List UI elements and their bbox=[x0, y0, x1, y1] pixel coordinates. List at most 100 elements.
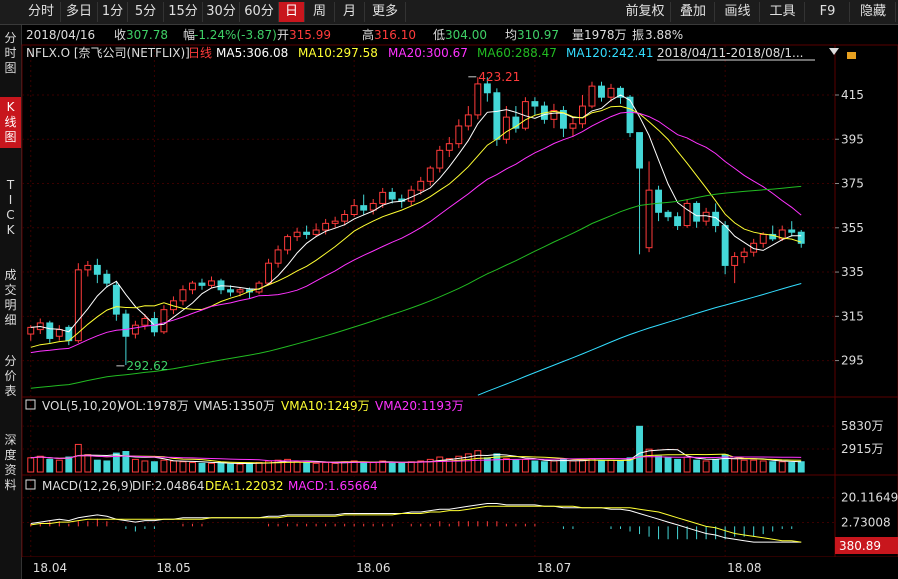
candle-body bbox=[312, 229, 320, 235]
candle-body bbox=[198, 282, 206, 286]
candle-body bbox=[483, 83, 491, 94]
view-tab-char: T bbox=[6, 178, 15, 192]
volume-bar bbox=[445, 458, 453, 473]
period-btn-8[interactable]: 周 bbox=[305, 2, 335, 22]
candle-body bbox=[379, 191, 387, 204]
volume-bar bbox=[36, 455, 44, 473]
candle-body bbox=[227, 289, 234, 293]
candle-body bbox=[360, 205, 368, 211]
volume-tick-label: 2915万 bbox=[841, 442, 884, 456]
price-tick-label: 395 bbox=[841, 132, 864, 146]
info-vol-label: 量 bbox=[572, 28, 584, 42]
candle-body bbox=[474, 83, 482, 116]
volume-bar bbox=[179, 461, 187, 473]
volume-bar bbox=[93, 459, 101, 473]
volume-bar bbox=[303, 462, 311, 473]
view-tab-char: 交 bbox=[4, 283, 17, 297]
period-btn-1[interactable]: 多日 bbox=[61, 2, 98, 22]
volume-bar bbox=[103, 460, 111, 473]
volume-bar bbox=[236, 463, 244, 473]
volume-bar bbox=[189, 462, 196, 473]
info-vol: 1978万 bbox=[584, 28, 627, 42]
period-btn-3[interactable]: 5分 bbox=[128, 2, 164, 22]
volume-bar bbox=[797, 461, 805, 473]
view-tab-0[interactable]: 分时图 bbox=[0, 28, 21, 79]
tool-btn-5[interactable]: 隐藏 bbox=[851, 2, 896, 22]
candle-body bbox=[131, 324, 139, 335]
candle-body bbox=[179, 289, 187, 302]
candle-body bbox=[322, 222, 330, 231]
candle-body bbox=[493, 92, 501, 140]
x-tick-label: 18.04 bbox=[33, 561, 67, 575]
tool-btn-2[interactable]: 画线 bbox=[716, 2, 760, 22]
volume-bar bbox=[636, 425, 643, 473]
view-tab-4[interactable]: 分价表 bbox=[0, 351, 21, 402]
volume-bar bbox=[84, 454, 92, 473]
vol-legend-vma5: VMA5:1350万 bbox=[194, 399, 275, 413]
volume-bar bbox=[341, 461, 349, 473]
legend-period: 日线 bbox=[188, 46, 212, 60]
period-btn-6[interactable]: 60分 bbox=[240, 2, 279, 22]
volume-bar bbox=[141, 460, 149, 473]
legend-symbol: NFLX.O [奈飞公司(NETFLIX)] bbox=[26, 46, 190, 60]
candle-body bbox=[236, 289, 244, 293]
period-btn-2[interactable]: 1分 bbox=[98, 2, 128, 22]
volume-bar bbox=[769, 461, 777, 473]
legend-range: 2018/04/11-2018/08/1... bbox=[657, 46, 803, 60]
candle-body bbox=[502, 116, 510, 140]
info-avg: 310.97 bbox=[517, 28, 559, 42]
view-tab-char: 价 bbox=[4, 369, 17, 383]
period-btn-4[interactable]: 15分 bbox=[164, 2, 203, 22]
period-btn-5[interactable]: 30分 bbox=[203, 2, 240, 22]
view-tab-char: 资 bbox=[4, 463, 17, 477]
candle-body bbox=[74, 269, 82, 342]
vol-settings-icon bbox=[25, 399, 36, 410]
tool-btn-4[interactable]: F9 bbox=[806, 2, 850, 22]
macd-legend-name: MACD(12,26,9) bbox=[42, 479, 133, 493]
dif-line bbox=[30, 503, 802, 543]
extreme-label: 292.62 bbox=[126, 359, 168, 373]
candle-body bbox=[426, 167, 434, 182]
candle-body bbox=[569, 123, 577, 129]
candle-body bbox=[46, 322, 54, 339]
volume-bar bbox=[55, 459, 63, 473]
volume-bar bbox=[674, 458, 682, 473]
volume-bar bbox=[379, 460, 387, 473]
candle-body bbox=[617, 87, 624, 98]
period-btn-10[interactable]: 更多 bbox=[365, 2, 406, 22]
candle-body bbox=[388, 191, 396, 200]
volume-bar bbox=[246, 462, 253, 473]
candle-body bbox=[55, 329, 63, 337]
tool-btn-3[interactable]: 工具 bbox=[761, 2, 805, 22]
period-btn-9[interactable]: 月 bbox=[335, 2, 365, 22]
candle-body bbox=[284, 236, 292, 251]
macd-legend-dif: DIF:2.04864 bbox=[132, 479, 204, 493]
view-tab-5[interactable]: 深度资料 bbox=[0, 430, 21, 496]
tool-btn-0[interactable]: 前复权 bbox=[620, 2, 671, 22]
view-tab-3[interactable]: 成交明细 bbox=[0, 265, 21, 331]
dropdown-icon[interactable] bbox=[829, 48, 839, 55]
info-high-label: 高 bbox=[362, 27, 374, 42]
volume-bar bbox=[455, 455, 463, 473]
volume-bar bbox=[322, 462, 330, 473]
x-tick-label: 18.05 bbox=[156, 561, 190, 575]
vol-legend-vol: VOL:1978万 bbox=[118, 399, 189, 413]
candle-body bbox=[636, 132, 643, 169]
macd-tick-label: 20.11649 bbox=[841, 491, 898, 505]
main-pane bbox=[21, 44, 898, 398]
volume-bar bbox=[731, 458, 739, 473]
volume-bar bbox=[131, 458, 139, 473]
tool-btn-1[interactable]: 叠加 bbox=[672, 2, 715, 22]
period-btn-7[interactable]: 日 bbox=[279, 2, 305, 22]
volume-bar bbox=[227, 463, 234, 473]
info-close: 307.78 bbox=[126, 28, 168, 42]
volume-bar bbox=[712, 458, 720, 473]
period-btn-0[interactable]: 分时 bbox=[22, 2, 61, 22]
candle-body bbox=[712, 211, 720, 227]
candle-body bbox=[208, 280, 215, 286]
view-tab-char: 分 bbox=[4, 354, 17, 368]
candle-body bbox=[464, 114, 472, 127]
ma5-line bbox=[30, 94, 802, 333]
